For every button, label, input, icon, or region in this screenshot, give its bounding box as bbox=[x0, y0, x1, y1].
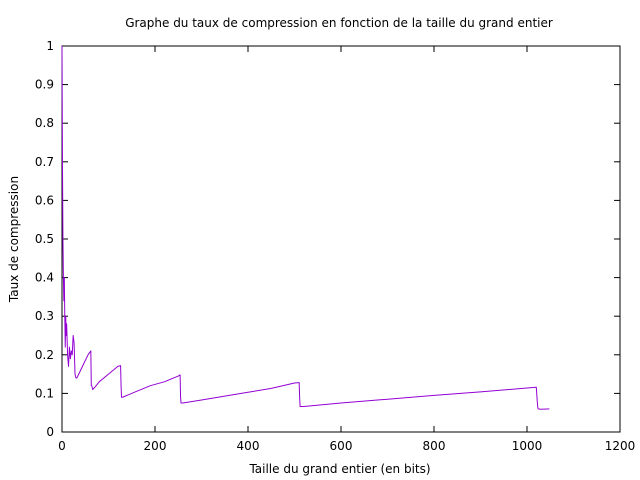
x-tick-label: 1200 bbox=[605, 439, 636, 453]
plot-area: 0 200 400 600 800 1000 1200 0 0.1 0.2 0.3 0.4 0.5 0.6… bbox=[35, 39, 635, 453]
y-tick-label: 0.7 bbox=[35, 155, 54, 169]
plot-frame bbox=[61, 45, 621, 433]
y-axis-title: Taux de compression bbox=[7, 176, 21, 303]
y-tick-label: 0.4 bbox=[35, 271, 54, 285]
y-tick-label: 0.9 bbox=[35, 78, 54, 92]
y-tick-label: 0.1 bbox=[35, 386, 54, 400]
y-tick-label: 0.2 bbox=[35, 348, 54, 362]
chart-title: Graphe du taux de compression en fonctio… bbox=[125, 16, 553, 30]
y-tick-label: 0.6 bbox=[35, 193, 54, 207]
x-tick-label: 800 bbox=[423, 439, 446, 453]
x-tick-label: 200 bbox=[144, 439, 167, 453]
y-tick-label: 0.8 bbox=[35, 116, 54, 130]
x-tick-label: 400 bbox=[237, 439, 260, 453]
y-tick-label: 0.3 bbox=[35, 309, 54, 323]
x-tick-label: 600 bbox=[330, 439, 353, 453]
series-line bbox=[61, 45, 550, 410]
x-tick-label: 1000 bbox=[512, 439, 543, 453]
y-tick-label: 0 bbox=[46, 425, 54, 439]
y-tick-label: 1 bbox=[46, 39, 54, 53]
x-tick-label: 0 bbox=[58, 439, 66, 453]
x-axis-title: Taille du grand entier (en bits) bbox=[248, 462, 430, 476]
y-tick-label: 0.5 bbox=[35, 232, 54, 246]
